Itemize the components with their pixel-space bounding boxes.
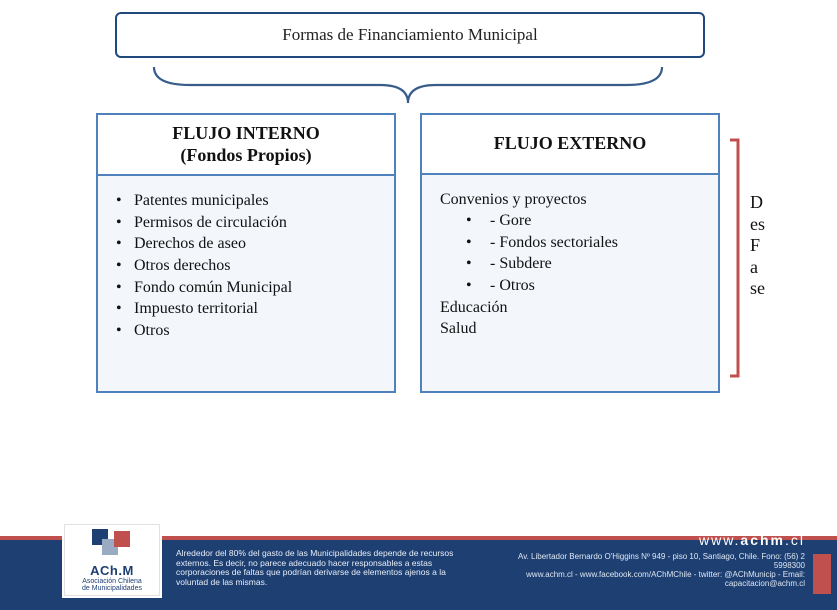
contact-address: Av. Libertador Bernardo O'Higgins Nº 949… — [485, 552, 805, 570]
footer-red-chip — [813, 554, 831, 594]
side-text-line: se — [750, 278, 765, 300]
column-externo-head-line1: FLUJO EXTERNO — [494, 133, 647, 153]
list-item: Otros — [116, 320, 380, 342]
column-externo-head: FLUJO EXTERNO — [422, 115, 718, 175]
column-interno-head: FLUJO INTERNO (Fondos Propios) — [98, 115, 394, 176]
footnote-text: Alrededor del 80% del gasto de las Munic… — [176, 549, 476, 588]
contact-block: www.achm.cl Av. Libertador Bernardo O'Hi… — [485, 532, 805, 588]
column-interno-body: Patentes municipales Permisos de circula… — [98, 176, 394, 351]
logo-square-icon — [114, 531, 130, 547]
list-item: Salud — [440, 318, 704, 340]
contact-links: www.achm.cl - www.facebook.com/AChMChile… — [485, 570, 805, 588]
side-text-line: D — [750, 192, 765, 214]
column-interno-head-line1: FLUJO INTERNO — [172, 123, 320, 143]
list-item: - Subdere — [440, 253, 704, 275]
side-text: D es F a se — [750, 192, 765, 300]
brace-connector — [150, 63, 666, 107]
list-item: - Fondos sectoriales — [440, 232, 704, 254]
list-item: Fondo común Municipal — [116, 277, 380, 299]
logo-achm: ACh.M Asociación Chilena de Municipalida… — [64, 524, 160, 596]
list-item: Otros derechos — [116, 255, 380, 277]
column-externo: FLUJO EXTERNO Convenios y proyectos - Go… — [420, 113, 720, 393]
slide-root: Formas de Financiamiento Municipal FLUJO… — [0, 0, 837, 610]
contact-web: www.achm.cl — [485, 532, 805, 548]
list-item: - Otros — [440, 275, 704, 297]
footer: ACh.M Asociación Chilena de Municipalida… — [0, 502, 837, 610]
list-item: Permisos de circulación — [116, 212, 380, 234]
list-item: Patentes municipales — [116, 190, 380, 212]
logo-full: Asociación Chilena de Municipalidades — [82, 578, 142, 592]
side-text-line: es — [750, 214, 765, 236]
list-item: Impuesto territorial — [116, 298, 380, 320]
column-externo-body: Convenios y proyectos - Gore - Fondos se… — [422, 175, 718, 350]
title-box: Formas de Financiamiento Municipal — [115, 12, 705, 58]
column-interno: FLUJO INTERNO (Fondos Propios) Patentes … — [96, 113, 396, 393]
title-text: Formas de Financiamiento Municipal — [282, 25, 537, 45]
externo-list: Convenios y proyectos - Gore - Fondos se… — [440, 189, 704, 340]
column-interno-head-line2: (Fondos Propios) — [104, 145, 388, 167]
side-text-line: a — [750, 257, 765, 279]
list-item: Derechos de aseo — [116, 233, 380, 255]
list-item: Convenios y proyectos — [440, 189, 704, 211]
logo-abbr: ACh.M — [90, 563, 134, 578]
side-bracket — [728, 138, 742, 378]
interno-list: Patentes municipales Permisos de circula… — [116, 190, 380, 341]
logo-glyphs — [88, 529, 136, 559]
list-item: - Gore — [440, 210, 704, 232]
list-item: Educación — [440, 297, 704, 319]
side-text-line: F — [750, 235, 765, 257]
